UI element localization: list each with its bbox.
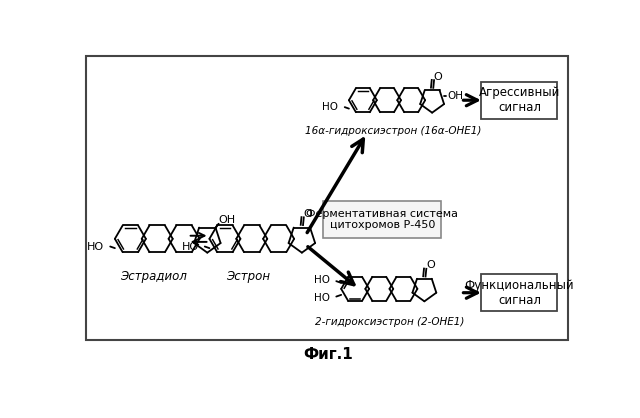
FancyBboxPatch shape <box>481 274 557 311</box>
Text: 2-гидроксиэстрон (2-ОНЕ1): 2-гидроксиэстрон (2-ОНЕ1) <box>316 317 465 327</box>
Text: O: O <box>434 71 442 82</box>
Text: Фиг.1: Фиг.1 <box>303 347 353 362</box>
FancyBboxPatch shape <box>323 201 441 238</box>
Text: HO: HO <box>87 242 104 252</box>
Text: Эстрон: Эстрон <box>226 270 270 283</box>
Text: HO: HO <box>314 293 330 303</box>
Text: HO: HO <box>182 242 198 252</box>
Text: Функциональный
сигнал: Функциональный сигнал <box>465 279 574 307</box>
Text: Эстрадиол: Эстрадиол <box>120 270 187 283</box>
Text: HO: HO <box>314 275 330 285</box>
Text: OH: OH <box>447 92 463 101</box>
Text: Ферментативная система
цитохромов Р-450: Ферментативная система цитохромов Р-450 <box>307 209 458 230</box>
Bar <box>86 56 568 340</box>
Text: O: O <box>303 209 312 219</box>
Text: Агрессивный
сигнал: Агрессивный сигнал <box>479 86 560 114</box>
FancyBboxPatch shape <box>481 82 557 119</box>
Text: 16α-гидроксиэстрон (16α-ОНЕ1): 16α-гидроксиэстрон (16α-ОНЕ1) <box>305 126 482 136</box>
Text: O: O <box>426 260 435 270</box>
Text: OH: OH <box>219 214 236 224</box>
Text: HO: HO <box>322 102 338 112</box>
